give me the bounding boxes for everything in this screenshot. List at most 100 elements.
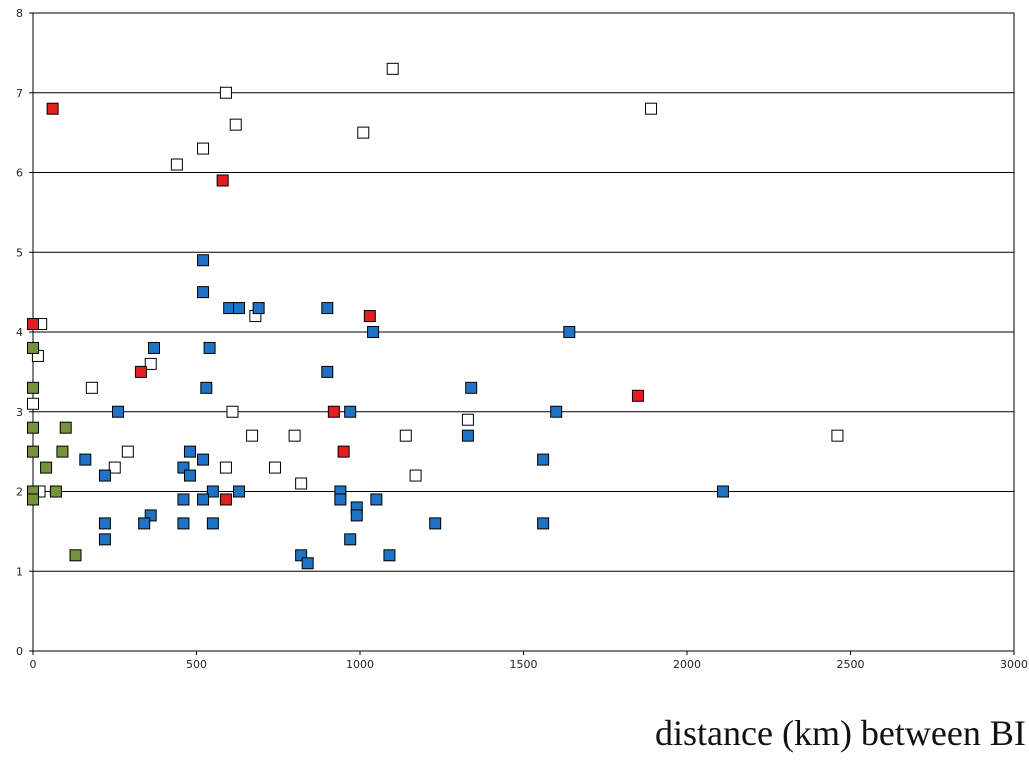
data-point	[233, 302, 246, 315]
data-point	[49, 485, 62, 498]
y-tick-label: 7	[16, 87, 23, 100]
data-point	[59, 421, 72, 434]
data-point	[177, 493, 190, 506]
data-point	[197, 254, 210, 267]
data-point	[357, 126, 370, 139]
data-point	[334, 493, 347, 506]
data-point	[170, 158, 183, 171]
data-point	[350, 509, 363, 522]
data-point	[197, 286, 210, 299]
data-point	[79, 453, 92, 466]
data-point	[831, 429, 844, 442]
data-point	[327, 405, 340, 418]
y-tick-label: 3	[16, 406, 23, 419]
data-point	[631, 389, 644, 402]
y-tick-label: 6	[16, 167, 23, 180]
data-point	[321, 302, 334, 315]
data-point	[200, 381, 213, 394]
axes	[29, 12, 1015, 655]
data-point	[108, 461, 121, 474]
data-point	[98, 517, 111, 530]
data-point	[197, 453, 210, 466]
data-point	[144, 357, 157, 370]
data-point	[197, 493, 210, 506]
data-point	[144, 509, 157, 522]
data-point	[177, 517, 190, 530]
data-point	[183, 445, 196, 458]
x-tick-label: 2000	[673, 658, 701, 671]
data-point	[69, 549, 82, 562]
data-point	[363, 310, 376, 323]
data-point	[27, 493, 39, 506]
data-point	[183, 469, 196, 482]
data-point	[399, 429, 412, 442]
series-2	[79, 254, 729, 570]
data-point	[229, 118, 242, 131]
data-point	[27, 445, 39, 458]
data-point	[429, 517, 442, 530]
data-point	[147, 341, 160, 354]
x-tick-label: 2500	[837, 658, 865, 671]
x-axis-label: distance (km) between BI	[655, 713, 1026, 753]
y-tick-label: 2	[16, 486, 23, 499]
data-point	[27, 341, 39, 354]
data-points	[27, 62, 844, 570]
data-point	[40, 461, 53, 474]
data-point	[383, 549, 396, 562]
data-point	[27, 421, 39, 434]
data-point	[295, 549, 308, 562]
data-point	[537, 453, 550, 466]
scatter-chart: 0 1 2 3 4 5 6 7 8 0 500 1000 1500 2000 2500 3000	[16, 7, 1028, 671]
data-point	[252, 302, 265, 315]
data-point	[46, 102, 59, 115]
data-point	[716, 485, 729, 498]
data-point	[177, 461, 190, 474]
y-tick-label: 1	[16, 565, 23, 578]
data-point	[226, 405, 239, 418]
data-point	[288, 429, 301, 442]
data-point	[645, 102, 658, 115]
series-3	[27, 341, 82, 562]
data-point	[219, 461, 232, 474]
tick-labels: 0 1 2 3 4 5 6 7 8 0 500 1000 1500 2000 2500 3000	[16, 7, 1028, 671]
data-point	[138, 517, 151, 530]
data-point	[295, 477, 308, 490]
x-tick-label: 1500	[510, 658, 538, 671]
data-point	[550, 405, 563, 418]
data-point	[219, 493, 232, 506]
x-tick-label: 0	[30, 658, 37, 671]
data-point	[85, 381, 98, 394]
data-point	[344, 533, 357, 546]
data-point	[216, 174, 229, 187]
data-point	[337, 445, 350, 458]
data-point	[56, 445, 69, 458]
y-tick-label: 5	[16, 246, 23, 259]
data-point	[409, 469, 422, 482]
data-point	[367, 326, 380, 338]
data-point	[370, 493, 383, 506]
data-point	[112, 405, 125, 418]
data-point	[461, 413, 474, 426]
data-point	[461, 429, 474, 442]
data-point	[197, 142, 210, 155]
x-tick-label: 3000	[1000, 658, 1028, 671]
data-point	[321, 365, 334, 378]
data-point	[206, 517, 219, 530]
y-tick-label: 0	[16, 645, 23, 658]
data-point	[563, 326, 576, 338]
data-point	[537, 517, 550, 530]
data-point	[465, 381, 478, 394]
data-point	[98, 469, 111, 482]
data-point	[344, 405, 357, 418]
data-point	[134, 365, 147, 378]
x-tick-label: 1000	[346, 658, 374, 671]
data-point	[268, 461, 281, 474]
series-0	[27, 62, 844, 498]
data-point	[233, 485, 246, 498]
y-tick-label: 4	[16, 326, 23, 339]
data-point	[206, 485, 219, 498]
data-point	[386, 62, 399, 75]
data-point	[203, 341, 216, 354]
gridlines	[33, 12, 1014, 572]
data-point	[219, 86, 232, 99]
